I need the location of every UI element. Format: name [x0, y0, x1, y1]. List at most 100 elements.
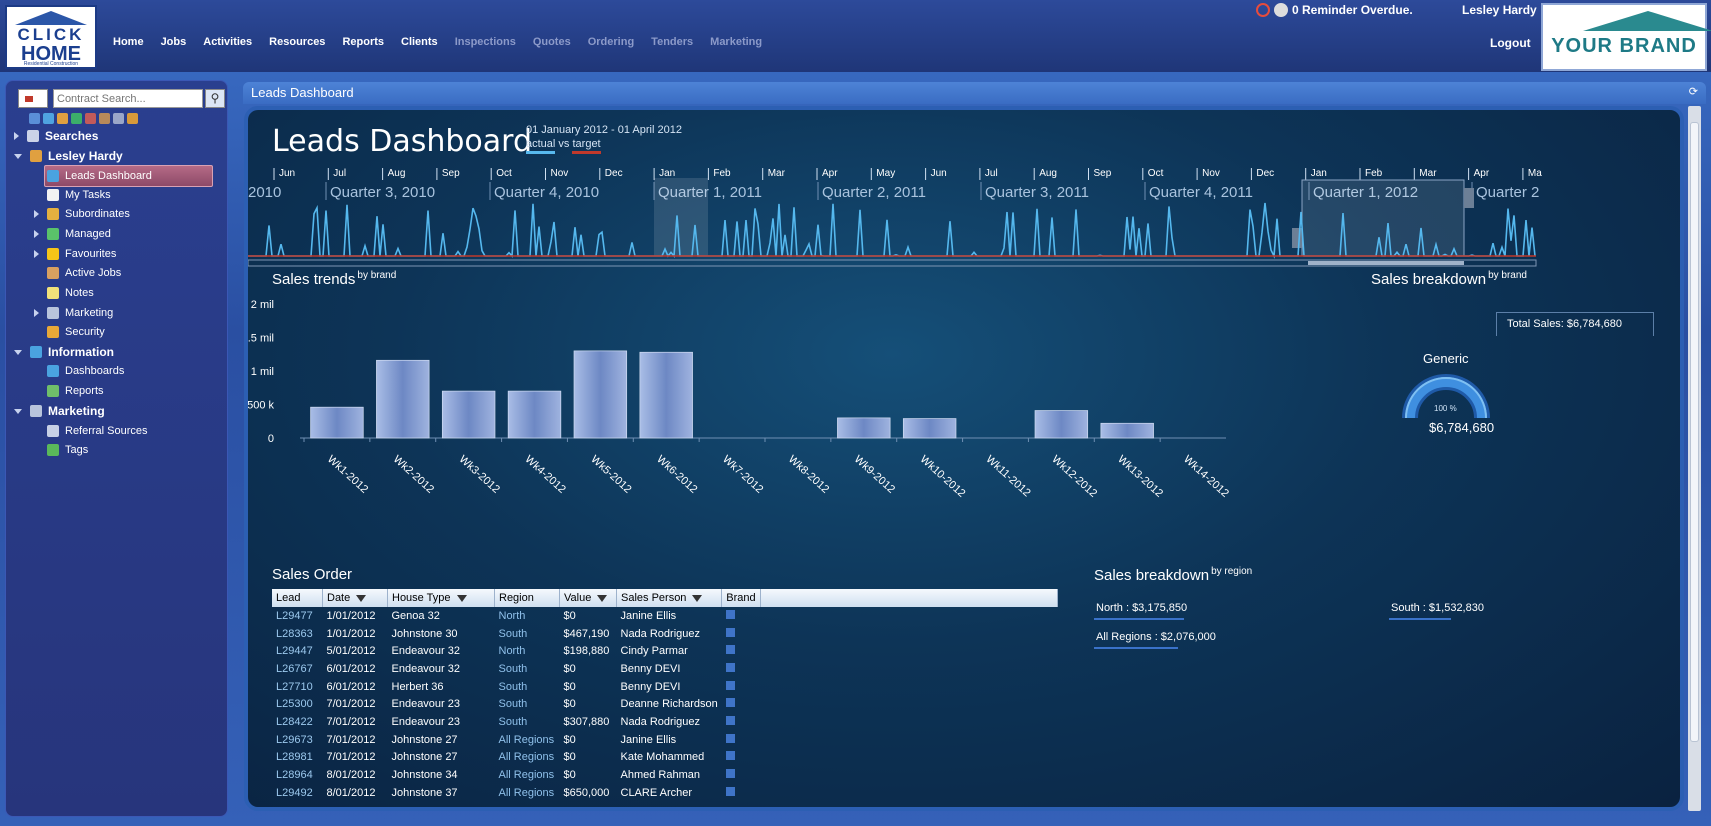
- timeline-left-handle[interactable]: [1292, 228, 1302, 248]
- timeline-slider[interactable]: Jun Jul Aug Sep Oct Nov Dec Jan Feb Mar Apr May Jun J…: [248, 162, 1680, 272]
- column-header-region[interactable]: Region: [494, 589, 560, 607]
- expand-closed-icon[interactable]: [34, 210, 39, 218]
- nav-clients[interactable]: Clients: [401, 36, 438, 48]
- nav-jobs[interactable]: Jobs: [160, 36, 187, 48]
- table-row[interactable]: L29447 5/01/2012 Endeavour 32 North $198,880…: [272, 642, 1058, 660]
- bar-wk2-2012[interactable]: [376, 359, 430, 439]
- bar-wk5-2012[interactable]: [573, 350, 628, 439]
- nav-tenders[interactable]: Tenders: [651, 36, 694, 48]
- book-icon[interactable]: [85, 113, 96, 124]
- lead-link[interactable]: L29492: [276, 786, 313, 799]
- expand-closed-icon[interactable]: [14, 132, 19, 140]
- column-header-value[interactable]: Value: [559, 589, 617, 607]
- tools-icon[interactable]: [113, 113, 124, 124]
- column-header-date[interactable]: Date: [322, 589, 388, 607]
- nav-resources[interactable]: Resources: [269, 36, 326, 48]
- people-icon[interactable]: [57, 113, 68, 124]
- refresh-icon[interactable]: ⟳: [1688, 86, 1698, 98]
- sidebar-item-managed[interactable]: Managed: [34, 224, 111, 244]
- vertical-scrollbar[interactable]: [1688, 106, 1701, 811]
- globe-icon[interactable]: [71, 113, 82, 124]
- reminder-text[interactable]: 0 Reminder Overdue.: [1292, 3, 1413, 17]
- expand-closed-icon[interactable]: [34, 309, 39, 317]
- column-header-brand[interactable]: Brand: [721, 589, 762, 607]
- reminder-area[interactable]: 0 Reminder Overdue.: [1256, 3, 1413, 17]
- sidebar-item-notes[interactable]: Notes: [34, 283, 94, 303]
- sidebar-item-active-jobs[interactable]: Active Jobs: [34, 263, 121, 283]
- filter-icon[interactable]: [692, 594, 703, 602]
- lead-link[interactable]: L28981: [276, 751, 313, 764]
- sidebar-item-information[interactable]: Information: [14, 342, 114, 362]
- region-south[interactable]: South : $1,532,830: [1391, 602, 1484, 614]
- nav-quotes[interactable]: Quotes: [532, 36, 571, 48]
- search-button[interactable]: ⚲: [205, 89, 225, 108]
- column-header-lead[interactable]: Lead: [272, 589, 323, 607]
- filter-icon[interactable]: [356, 594, 367, 602]
- sidebar-item-referral-sources[interactable]: Referral Sources: [34, 421, 148, 441]
- bar-wk13-2012[interactable]: [1100, 422, 1154, 439]
- sidebar-item-dashboards[interactable]: Dashboards: [34, 361, 124, 381]
- bar-wk6-2012[interactable]: [639, 351, 693, 439]
- sidebar-item-marketing[interactable]: Marketing: [14, 401, 105, 421]
- nav-marketing[interactable]: Marketing: [710, 36, 763, 48]
- lead-link[interactable]: L29673: [276, 733, 313, 746]
- table-row[interactable]: L29492 8/01/2012 Johnstone 37 All Regions $6…: [272, 784, 1058, 802]
- sidebar-item-reports[interactable]: Reports: [34, 381, 104, 401]
- bar-wk9-2012[interactable]: [837, 417, 891, 439]
- column-header-sales-person[interactable]: Sales Person: [616, 589, 723, 607]
- filter-icon[interactable]: [456, 594, 467, 602]
- bar-wk1-2012[interactable]: [310, 406, 364, 439]
- filter-icon[interactable]: [597, 594, 608, 602]
- sidebar-item-searches[interactable]: Searches: [14, 126, 98, 146]
- sidebar-item-subordinates[interactable]: Subordinates: [34, 204, 130, 224]
- region-all[interactable]: All Regions : $2,076,000: [1096, 631, 1216, 643]
- logout-link[interactable]: Logout: [1490, 36, 1531, 50]
- bar-wk10-2012[interactable]: [902, 418, 957, 439]
- table-row[interactable]: L28964 8/01/2012 Johnstone 34 All Regions $0…: [272, 766, 1058, 784]
- expand-open-icon[interactable]: [14, 408, 22, 414]
- chevron-down-icon[interactable]: [1274, 3, 1288, 17]
- clickhome-logo[interactable]: CLICK HOME Residential Construction: [5, 5, 97, 69]
- lead-link[interactable]: L28422: [276, 715, 313, 728]
- timeline-scroll-thumb[interactable]: [1308, 261, 1464, 265]
- lead-link[interactable]: L28363: [276, 627, 313, 640]
- contract-search-input[interactable]: [53, 89, 203, 108]
- expand-closed-icon[interactable]: [34, 230, 39, 238]
- expand-open-icon[interactable]: [14, 349, 22, 355]
- timeline-right-handle[interactable]: [1464, 188, 1474, 208]
- table-row[interactable]: L28422 7/01/2012 Endeavour 23 South $307,880…: [272, 713, 1058, 731]
- nav-activities[interactable]: Activities: [203, 36, 253, 48]
- bar-wk4-2012[interactable]: [507, 390, 562, 439]
- table-row[interactable]: L26767 6/01/2012 Endeavour 32 South $0 Benny …: [272, 660, 1058, 678]
- table-row[interactable]: L29477 1/01/2012 Genoa 32 North $0 Janine Ell…: [272, 607, 1058, 625]
- expand-closed-icon[interactable]: [34, 250, 39, 258]
- column-header-house-type[interactable]: House Type: [387, 589, 495, 607]
- hammer-icon[interactable]: [99, 113, 110, 124]
- sidebar-item-my-tasks[interactable]: My Tasks: [34, 185, 111, 205]
- region-north[interactable]: North : $3,175,850: [1096, 602, 1188, 614]
- sidebar-item-tags[interactable]: Tags: [34, 440, 88, 460]
- minus-icon[interactable]: [29, 113, 40, 124]
- sidebar-item-favourites[interactable]: Favourites: [34, 244, 116, 264]
- table-row[interactable]: L29673 7/01/2012 Johnstone 27 All Regions $0…: [272, 731, 1058, 749]
- sidebar-item-leads-dashboard[interactable]: Leads Dashboard: [44, 165, 213, 187]
- table-row[interactable]: L27710 6/01/2012 Herbert 36 South $0 Benny DE…: [272, 678, 1058, 696]
- sidebar-item-marketing[interactable]: Marketing: [34, 303, 113, 323]
- nav-ordering[interactable]: Ordering: [587, 36, 635, 48]
- table-row[interactable]: L25300 7/01/2012 Endeavour 23 South $0 Deanne…: [272, 695, 1058, 713]
- nav-reports[interactable]: Reports: [342, 36, 384, 48]
- timeline-scrollbar[interactable]: [248, 259, 1537, 267]
- user-lock-icon[interactable]: [127, 113, 138, 124]
- timeline-selection-window[interactable]: [1301, 179, 1465, 257]
- nav-inspections[interactable]: Inspections: [454, 36, 516, 48]
- bar-wk12-2012[interactable]: [1034, 410, 1089, 439]
- search-type-dropdown[interactable]: [18, 89, 48, 108]
- lead-link[interactable]: L29447: [276, 645, 313, 658]
- table-row[interactable]: L28363 1/01/2012 Johnstone 30 South $467,190…: [272, 625, 1058, 643]
- table-row[interactable]: L28981 7/01/2012 Johnstone 27 All Regions $0…: [272, 749, 1058, 767]
- lead-link[interactable]: L28964: [276, 769, 313, 782]
- refresh-icon[interactable]: [43, 113, 54, 124]
- sidebar-item-lesley-hardy[interactable]: Lesley Hardy: [14, 146, 123, 166]
- bar-wk3-2012[interactable]: [441, 390, 496, 439]
- lead-link[interactable]: L27710: [276, 680, 313, 693]
